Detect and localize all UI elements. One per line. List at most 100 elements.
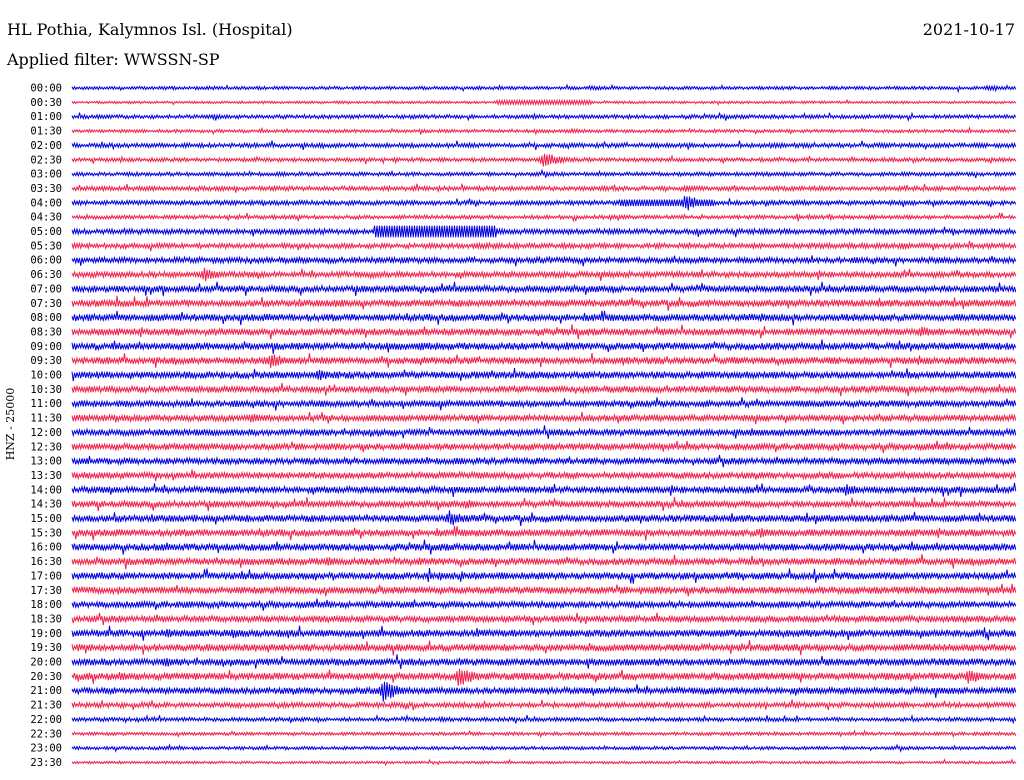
time-tick-label: 19:30 xyxy=(30,642,62,654)
trace-line xyxy=(71,583,1017,597)
trace-line xyxy=(71,729,1017,739)
time-tick-label: 23:00 xyxy=(30,743,62,755)
time-tick-label: 21:00 xyxy=(30,685,62,697)
trace-line xyxy=(71,539,1017,555)
time-tick-label: 05:30 xyxy=(30,240,62,252)
trace-line xyxy=(71,255,1017,267)
trace-line xyxy=(71,526,1017,541)
trace-line xyxy=(71,295,1017,311)
trace-line xyxy=(71,598,1017,611)
trace-line xyxy=(71,554,1017,570)
time-tick-label: 20:30 xyxy=(30,671,62,683)
time-tick-label: 15:00 xyxy=(30,513,62,525)
trace-line xyxy=(71,440,1017,454)
trace-line xyxy=(71,425,1017,439)
trace-line xyxy=(71,125,1017,136)
time-tick-label: 18:30 xyxy=(30,613,62,625)
time-tick-label: 03:00 xyxy=(30,169,62,181)
trace-line xyxy=(71,240,1017,252)
time-tick-label: 12:00 xyxy=(30,427,62,439)
trace-line xyxy=(71,98,1017,107)
trace-line xyxy=(71,625,1017,641)
time-tick-label: 09:30 xyxy=(30,355,62,367)
time-tick-label: 14:00 xyxy=(30,484,62,496)
time-tick-label: 18:00 xyxy=(30,599,62,611)
time-tick-label: 04:00 xyxy=(30,197,62,209)
time-tick-label: 11:30 xyxy=(30,413,62,425)
trace-line xyxy=(71,568,1017,584)
time-tick-label: 08:00 xyxy=(30,312,62,324)
time-tick-label: 02:00 xyxy=(30,140,62,152)
trace-line xyxy=(71,111,1017,122)
time-tick-label: 22:00 xyxy=(30,714,62,726)
time-tick-label: 17:00 xyxy=(30,570,62,582)
trace-line xyxy=(71,324,1017,340)
trace-line xyxy=(71,699,1017,711)
time-tick-label: 07:00 xyxy=(30,283,62,295)
time-tick-label: 01:00 xyxy=(30,111,62,123)
trace-line xyxy=(71,310,1017,326)
time-tick-label: 06:30 xyxy=(30,269,62,281)
filter-label: Applied filter: WWSSN-SP xyxy=(7,50,220,69)
trace-line xyxy=(71,225,1017,238)
trace-line xyxy=(71,454,1017,468)
time-tick-label: 19:00 xyxy=(30,628,62,640)
trace-line xyxy=(71,397,1017,411)
time-tick-label: 11:00 xyxy=(30,398,62,410)
trace-line xyxy=(71,339,1017,355)
time-tick-label: 14:30 xyxy=(30,499,62,511)
time-tick-label: 13:30 xyxy=(30,470,62,482)
trace-line xyxy=(71,639,1017,656)
time-tick-label: 15:30 xyxy=(30,527,62,539)
trace-line xyxy=(71,267,1017,282)
trace-line xyxy=(71,713,1017,725)
trace-line xyxy=(71,153,1017,167)
trace-line xyxy=(71,668,1017,686)
trace-line xyxy=(71,743,1017,753)
trace-line xyxy=(71,469,1017,482)
time-tick-label: 10:30 xyxy=(30,384,62,396)
time-tick-label: 09:00 xyxy=(30,341,62,353)
time-tick-label: 23:30 xyxy=(30,757,62,769)
time-tick-label: 07:30 xyxy=(30,298,62,310)
time-tick-label: 06:00 xyxy=(30,255,62,267)
time-tick-label: 02:30 xyxy=(30,154,62,166)
time-tick-label: 01:30 xyxy=(30,126,62,138)
trace-line xyxy=(71,510,1017,527)
trace-line xyxy=(71,212,1017,223)
trace-line xyxy=(71,681,1017,702)
trace-line xyxy=(71,411,1017,425)
trace-line xyxy=(71,368,1017,382)
time-tick-label: 04:30 xyxy=(30,212,62,224)
time-tick-label: 12:30 xyxy=(30,441,62,453)
time-tick-label: 17:30 xyxy=(30,585,62,597)
time-tick-label: 00:00 xyxy=(30,83,62,95)
time-tick-label: 13:00 xyxy=(30,456,62,468)
trace-line xyxy=(71,281,1017,297)
time-tick-label: 00:30 xyxy=(30,97,62,109)
time-tick-label: 08:30 xyxy=(30,326,62,338)
trace-line xyxy=(71,382,1017,397)
time-tick-label: 22:30 xyxy=(30,728,62,740)
time-tick-label: 20:00 xyxy=(30,657,62,669)
trace-line xyxy=(71,482,1017,497)
trace-line xyxy=(71,654,1017,670)
date-label: 2021-10-17 xyxy=(922,20,1015,39)
trace-line xyxy=(71,353,1017,368)
time-tick-label: 03:30 xyxy=(30,183,62,195)
time-tick-label: 16:30 xyxy=(30,556,62,568)
time-tick-label: 16:00 xyxy=(30,542,62,554)
trace-line xyxy=(71,83,1017,94)
time-tick-label: 21:30 xyxy=(30,700,62,712)
time-tick-label: 10:00 xyxy=(30,370,62,382)
trace-line xyxy=(71,183,1017,194)
trace-line xyxy=(71,168,1017,179)
trace-line xyxy=(71,140,1017,151)
trace-line xyxy=(71,612,1017,626)
station-title: HL Pothia, Kalymnos Isl. (Hospital) xyxy=(7,20,293,39)
trace-line xyxy=(71,758,1017,767)
trace-line xyxy=(71,195,1017,211)
trace-line xyxy=(71,496,1017,512)
time-tick-label: 05:00 xyxy=(30,226,62,238)
